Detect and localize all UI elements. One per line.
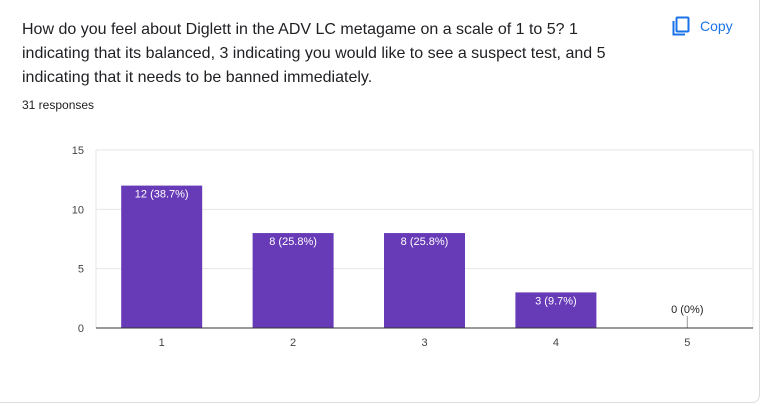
- y-tick-label: 15: [72, 145, 84, 157]
- data-label: 3 (9.7%): [535, 295, 577, 307]
- copy-button-label: Copy: [700, 18, 733, 34]
- bar: [121, 185, 203, 328]
- copy-icon: [672, 16, 690, 36]
- bar: [384, 233, 465, 328]
- y-tick-label: 10: [72, 204, 84, 216]
- copy-button[interactable]: Copy: [668, 14, 737, 38]
- response-count: 31 responses: [22, 98, 95, 112]
- question-text: How do you feel about Diglett in the ADV…: [22, 21, 606, 86]
- bar: [252, 233, 334, 328]
- data-label: 12 (38.7%): [135, 189, 189, 201]
- x-tick-label: 1: [159, 337, 165, 349]
- data-label: 8 (25.8%): [269, 236, 317, 248]
- bar: [515, 292, 597, 328]
- x-tick-label: 2: [290, 337, 296, 349]
- data-label: 8 (25.8%): [401, 236, 449, 248]
- x-tick-label: 4: [553, 337, 559, 349]
- x-tick-label: 5: [684, 337, 690, 349]
- y-tick-label: 0: [78, 323, 84, 335]
- data-label: 0 (0%): [671, 304, 703, 316]
- x-tick-label: 3: [421, 337, 427, 349]
- y-tick-label: 5: [78, 264, 84, 276]
